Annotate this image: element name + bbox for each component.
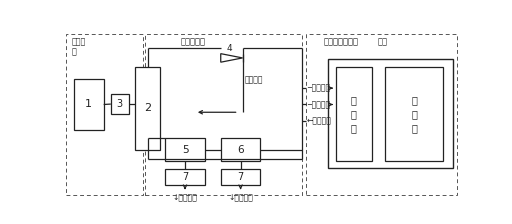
Bar xyxy=(386,67,443,162)
Text: 4: 4 xyxy=(227,44,232,53)
Text: ↓电压信号: ↓电压信号 xyxy=(228,194,253,203)
Bar xyxy=(66,34,143,195)
Text: 7: 7 xyxy=(182,172,188,182)
Bar xyxy=(145,34,302,195)
Text: 数据采集和处理: 数据采集和处理 xyxy=(324,37,359,46)
Text: ↓电流信号: ↓电流信号 xyxy=(173,194,198,203)
Bar xyxy=(328,59,453,168)
Text: 触发信号: 触发信号 xyxy=(245,76,263,85)
Text: 7: 7 xyxy=(238,172,244,182)
Text: 工
控
机: 工 控 机 xyxy=(411,95,417,133)
Text: 采
集
卡: 采 集 卡 xyxy=(351,95,356,133)
Bar xyxy=(221,138,261,162)
Bar xyxy=(306,34,457,195)
Bar xyxy=(336,67,372,162)
Text: 6: 6 xyxy=(237,145,244,155)
Bar xyxy=(165,169,205,185)
Bar xyxy=(221,169,261,185)
Text: ─电流信号: ─电流信号 xyxy=(307,100,330,109)
Bar xyxy=(74,79,103,130)
Text: 3: 3 xyxy=(117,99,123,109)
Text: 充电回
路: 充电回 路 xyxy=(72,37,86,57)
Text: ←触发信号: ←触发信号 xyxy=(307,116,332,125)
Text: ─电压信号: ─电压信号 xyxy=(307,84,330,93)
Text: 模块: 模块 xyxy=(377,37,388,46)
Bar xyxy=(135,67,160,150)
Bar xyxy=(165,138,205,162)
Text: 2: 2 xyxy=(144,103,151,113)
Bar xyxy=(111,94,129,114)
Text: 主放电回路: 主放电回路 xyxy=(181,37,206,46)
Text: 5: 5 xyxy=(182,145,188,155)
Text: 1: 1 xyxy=(86,99,92,110)
